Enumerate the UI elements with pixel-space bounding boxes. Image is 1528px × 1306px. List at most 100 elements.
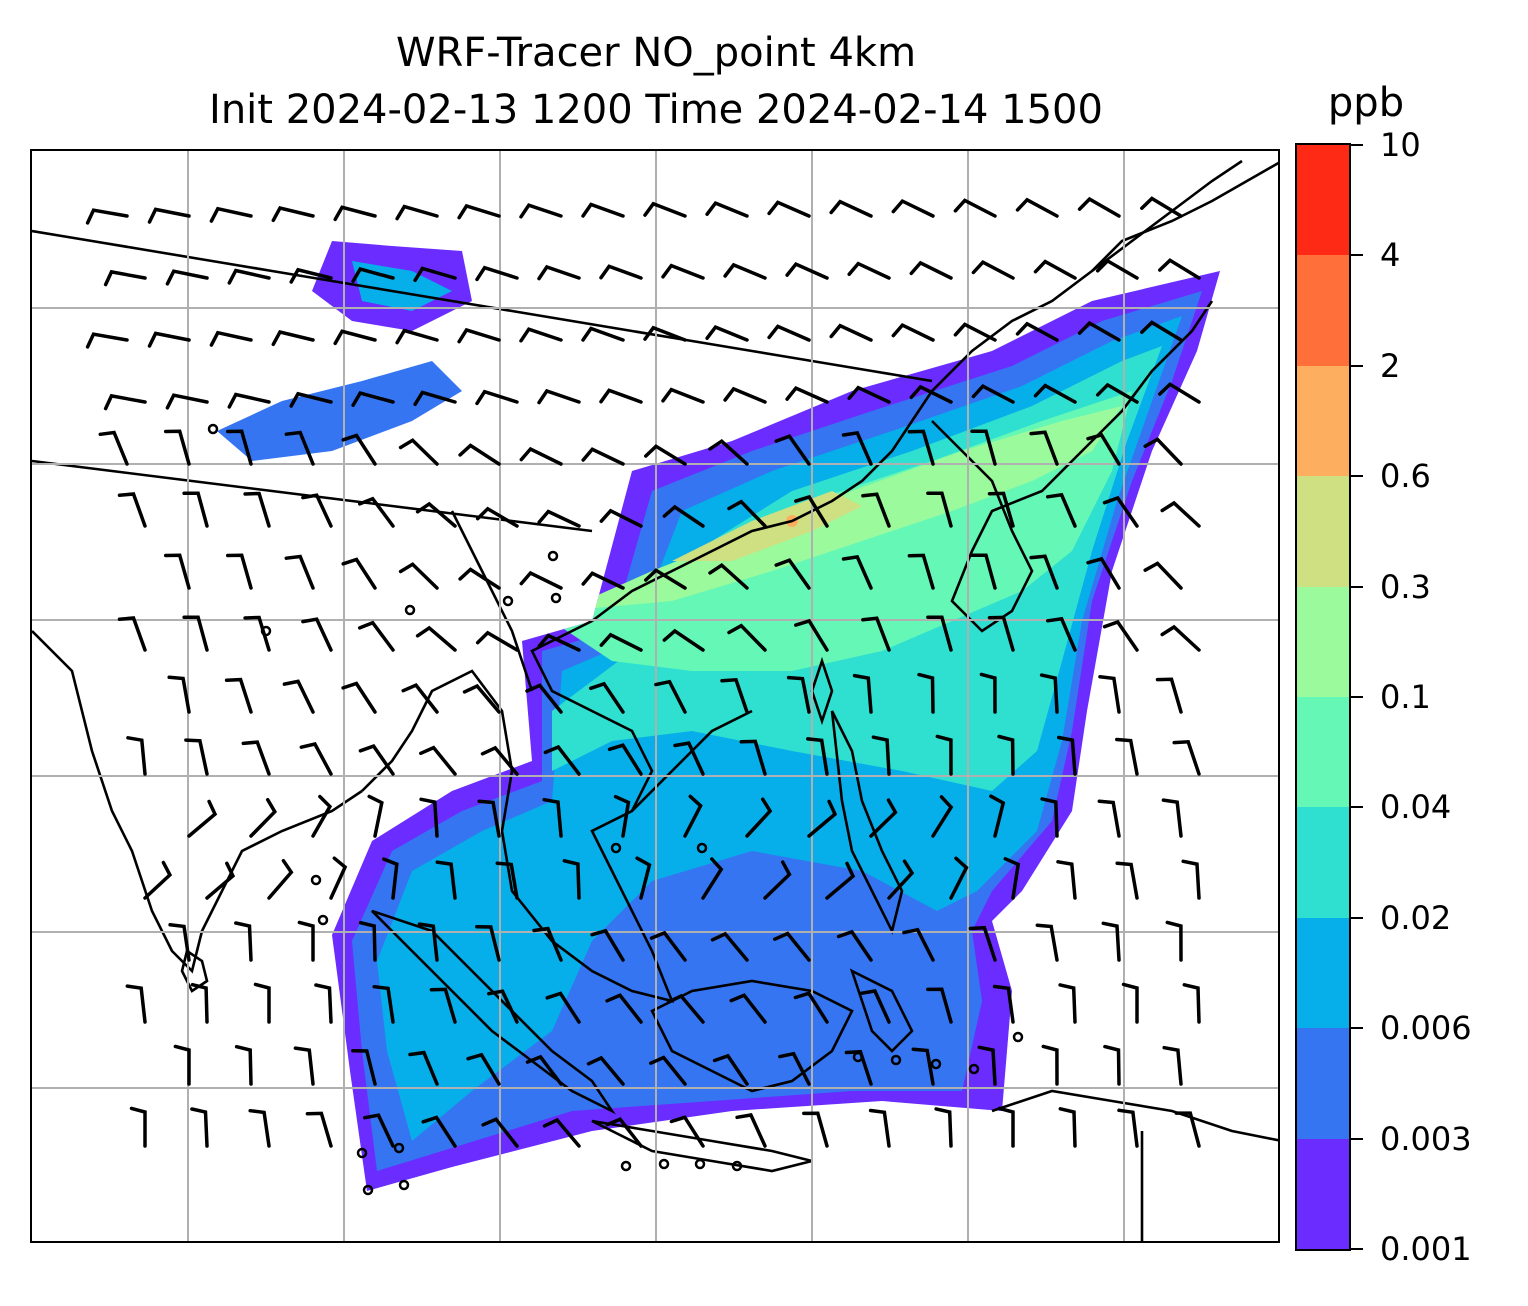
- wind-barb: [475, 506, 519, 528]
- wind-barb: [644, 444, 687, 466]
- wind-barb: [683, 794, 703, 838]
- wind-barb: [457, 327, 501, 344]
- wind-barb: [1045, 616, 1077, 652]
- wind-barb: [953, 198, 997, 218]
- colorbar-tick-label: 0.003: [1380, 1119, 1472, 1158]
- wind-barb: [103, 393, 147, 411]
- wind-barb: [311, 794, 333, 838]
- wind-barb: [1165, 920, 1183, 962]
- wind-barb: [669, 1115, 705, 1148]
- wind-barb: [329, 856, 348, 900]
- coastline-north-land: [32, 229, 933, 383]
- wind-barb: [907, 553, 935, 590]
- wind-barb: [1045, 492, 1077, 528]
- wind-barb: [581, 326, 625, 342]
- wind-barb: [297, 920, 315, 962]
- wind-barb: [495, 861, 519, 900]
- wind-barb: [351, 391, 395, 407]
- colorbar-tick-label: 0.02: [1380, 898, 1452, 937]
- wind-barb: [735, 1113, 767, 1148]
- wind-barb: [117, 616, 147, 652]
- wind-barb: [537, 264, 581, 281]
- wind-barb: [234, 1044, 253, 1086]
- wind-barb: [225, 429, 253, 466]
- wind-barb: [1039, 673, 1059, 714]
- wind-barb: [519, 203, 563, 219]
- wind-barb: [581, 447, 625, 466]
- wind-barb: [825, 861, 856, 900]
- wind-barb: [1058, 1107, 1077, 1148]
- wind-barb: [341, 557, 377, 590]
- wind-barb: [1174, 1111, 1201, 1148]
- wind-barb: [847, 385, 891, 404]
- map-canvas: [32, 151, 1278, 1241]
- wind-barb: [701, 857, 724, 900]
- map-title-line2: Init 2024-02-13 1200 Time 2024-02-14 150…: [209, 87, 1103, 133]
- wind-barb: [358, 920, 377, 962]
- colorbar-segment: [1297, 1138, 1349, 1249]
- wind-barb: [997, 734, 1015, 776]
- colorbar-tick-label: 10: [1380, 126, 1421, 164]
- wind-barb: [887, 859, 915, 900]
- wind-barb: [241, 740, 271, 776]
- wind-barb: [869, 798, 898, 838]
- wind-barb: [1041, 1044, 1059, 1086]
- map-panel: [30, 149, 1280, 1243]
- wind-barb: [847, 261, 891, 280]
- wind-barb: [1115, 737, 1139, 776]
- wind-barb: [1121, 982, 1139, 1024]
- wind-barb: [301, 617, 333, 652]
- colorbar-segment: [1297, 696, 1349, 808]
- wind-barb: [475, 924, 501, 962]
- wind-barb: [841, 554, 873, 590]
- wind-barb: [841, 430, 873, 466]
- wind-barb: [607, 743, 643, 776]
- wind-barb: [786, 675, 811, 714]
- wind-barb: [351, 267, 395, 283]
- wind-barb: [243, 491, 271, 528]
- wind-barb: [806, 737, 829, 776]
- wind-barb: [662, 628, 705, 652]
- wind-barb: [234, 921, 253, 962]
- wind-barb: [333, 205, 377, 222]
- wind-barb: [165, 393, 209, 410]
- wind-barb: [643, 201, 687, 218]
- wind-barb: [723, 386, 767, 404]
- wind-barb: [475, 265, 519, 282]
- wind-barb: [305, 1111, 333, 1148]
- wind-barb: [542, 797, 563, 838]
- wind-barb: [395, 204, 439, 221]
- wind-barb: [537, 633, 581, 652]
- wind-barb: [543, 744, 581, 776]
- wind-barb: [926, 987, 953, 1024]
- wind-barb: [745, 797, 773, 838]
- colorbar-tick-mark: [1351, 1027, 1363, 1030]
- wind-barb: [1095, 382, 1139, 404]
- wind-barb: [147, 207, 191, 224]
- wind-barb: [599, 264, 643, 280]
- wind-barb: [992, 984, 1015, 1024]
- coastline-india: [32, 630, 363, 974]
- wind-barb: [435, 860, 457, 900]
- wind-barb: [829, 323, 873, 342]
- colorbar-segment: [1297, 917, 1349, 1029]
- wind-barb: [537, 388, 581, 405]
- wind-barb: [997, 1106, 1015, 1148]
- wind-barb: [979, 672, 997, 714]
- wind-barb: [147, 331, 191, 348]
- wind-barb: [284, 554, 315, 590]
- wind-barb: [417, 922, 439, 962]
- coastline-taiwan: [810, 656, 834, 726]
- wind-barb: [129, 1106, 147, 1148]
- wind-barb: [85, 332, 129, 349]
- wind-barb: [581, 571, 625, 590]
- wind-barb: [739, 739, 767, 776]
- wind-barb: [1015, 197, 1059, 218]
- wind-barb: [934, 1107, 953, 1148]
- wind-barb: [649, 1055, 687, 1086]
- wind-barb: [167, 675, 191, 714]
- wind-barb: [662, 504, 705, 528]
- wind-barb: [1015, 321, 1059, 342]
- wind-barb: [1181, 859, 1201, 900]
- wind-barb: [705, 200, 749, 218]
